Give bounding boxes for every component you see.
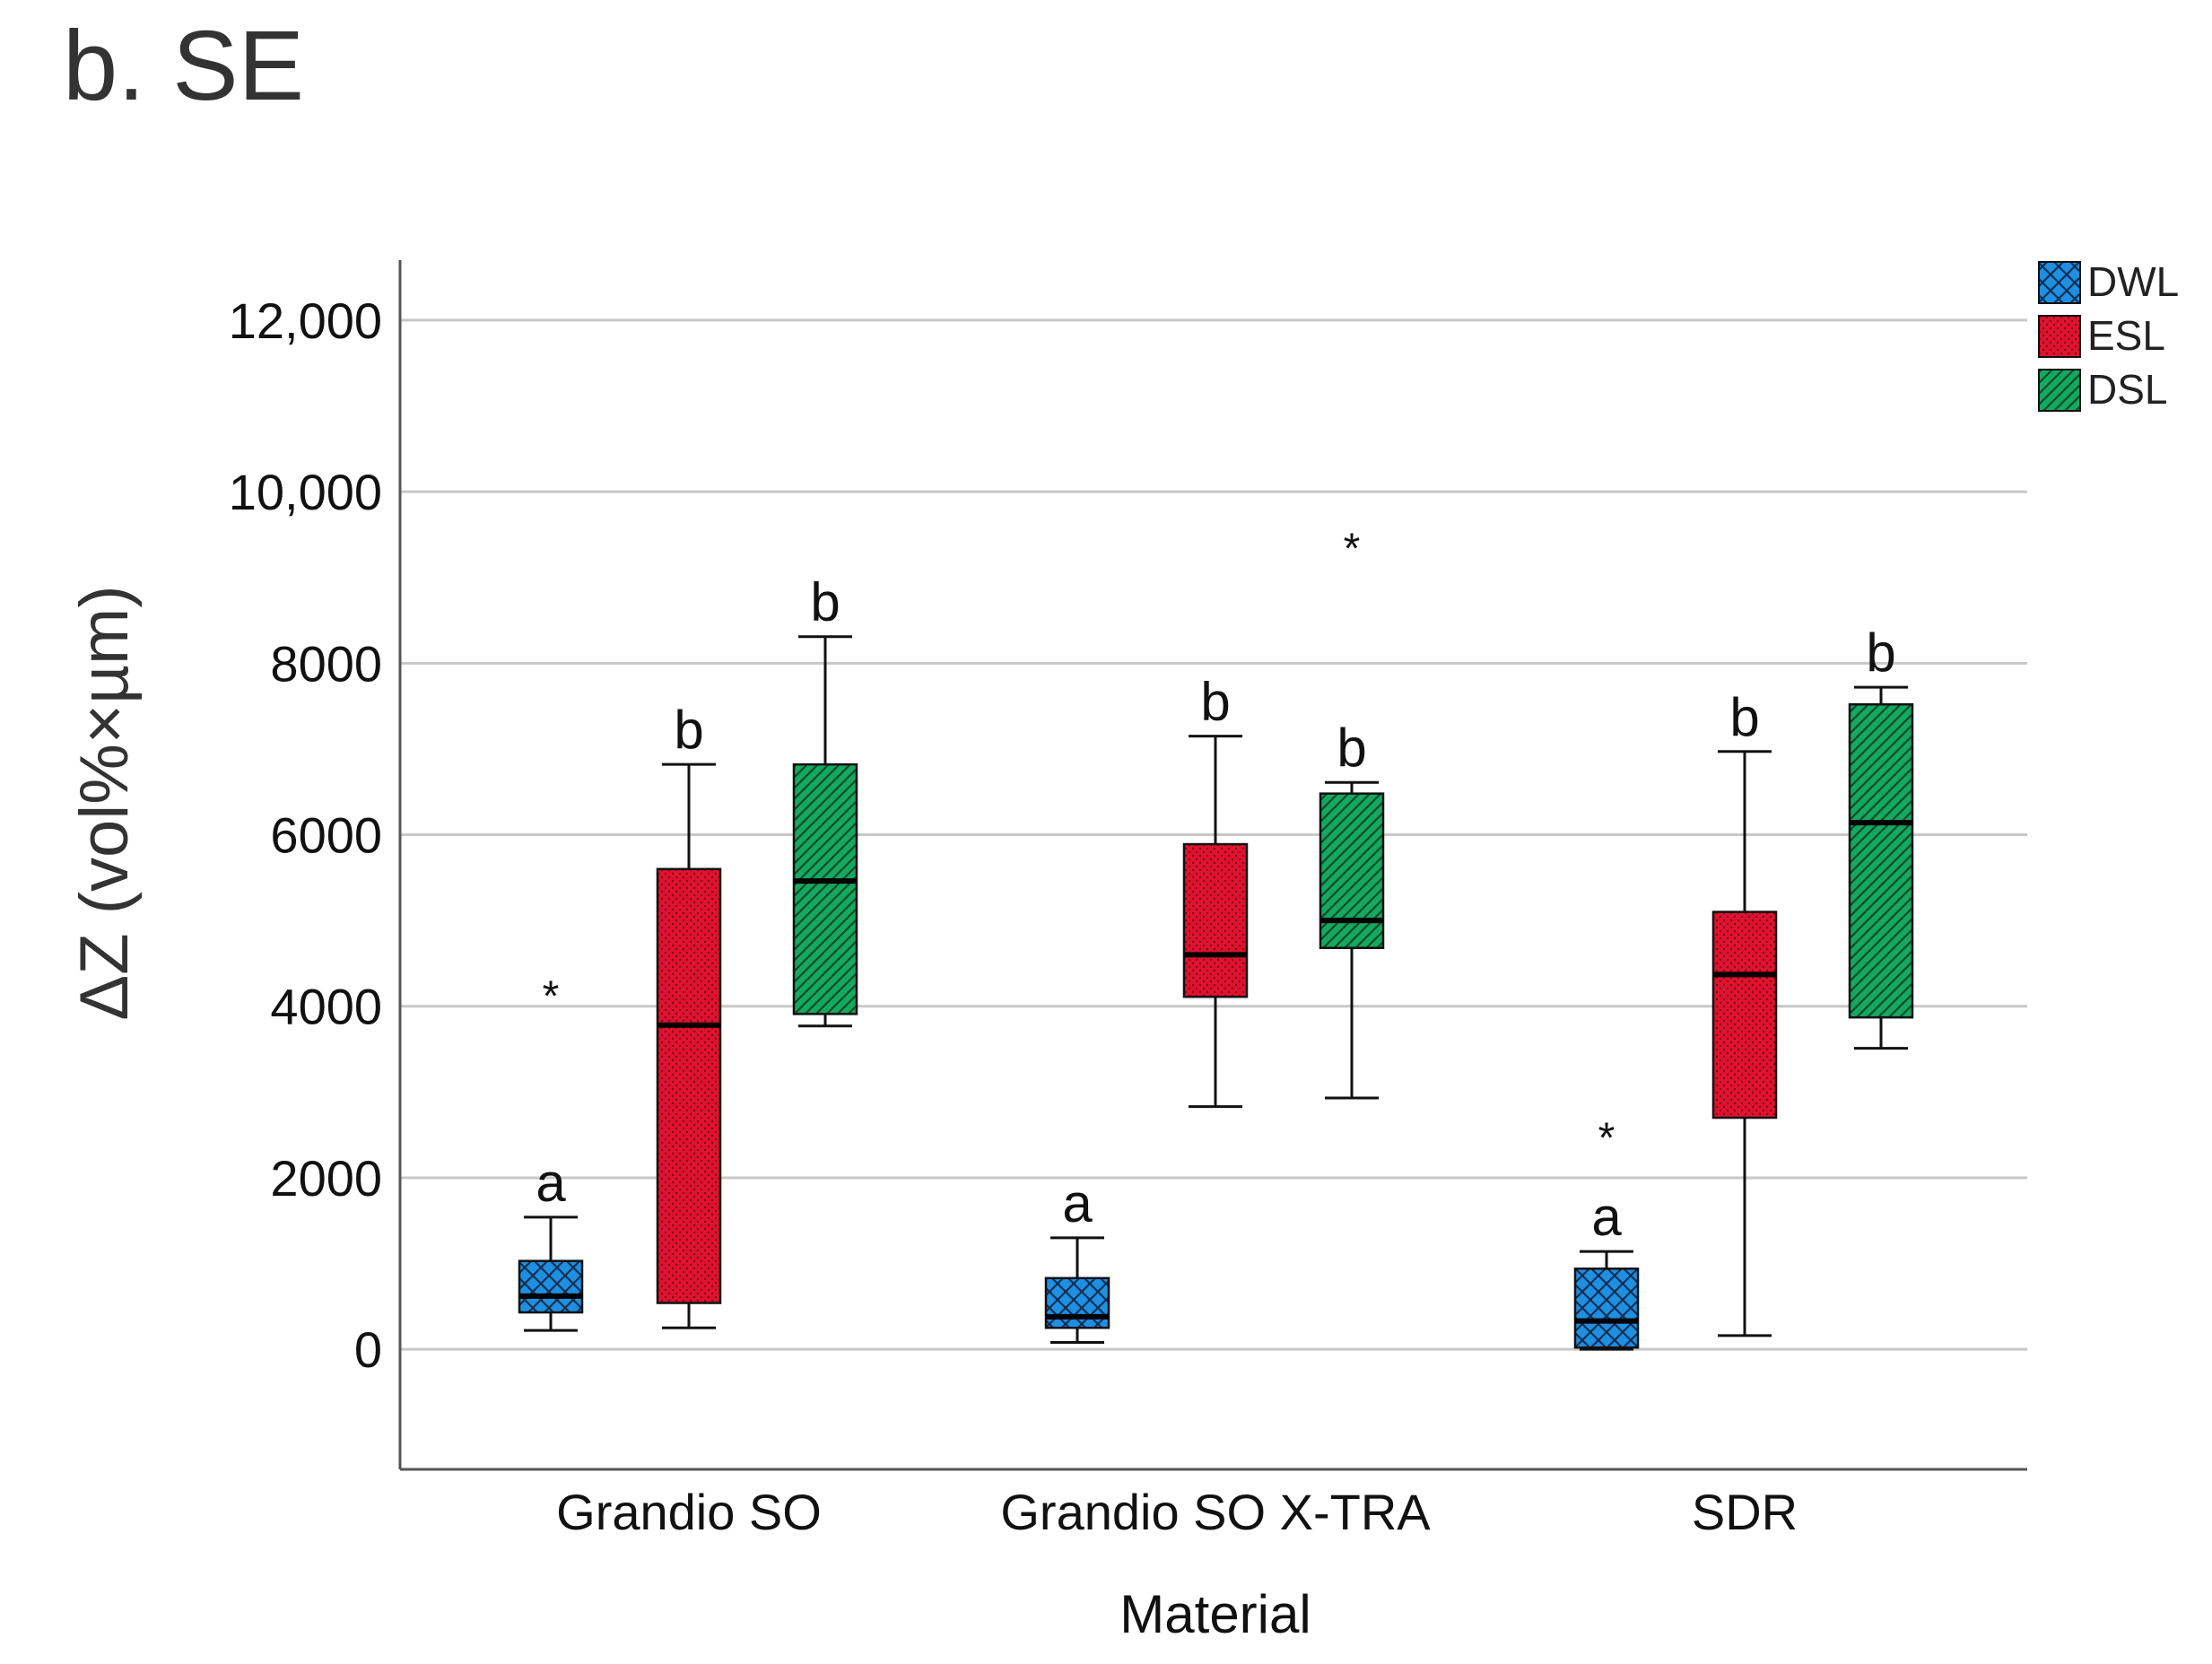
legend-label-esl: ESL	[2087, 312, 2165, 359]
significance-letter-dsl-2: b	[1866, 623, 1895, 683]
box-dsl-2	[1848, 702, 1914, 1019]
box-dsl-0	[792, 762, 858, 1015]
outlier-marker-dwl-0-0: *	[543, 973, 560, 1021]
box-dsl-1	[1319, 792, 1385, 949]
y-tick-label-6000: 6000	[270, 807, 382, 864]
y-tick-label-0: 0	[354, 1321, 382, 1378]
y-tick-label-12000: 12,000	[229, 292, 382, 349]
panel-title: b. SE	[63, 11, 305, 121]
y-tick-label-2000: 2000	[270, 1150, 382, 1207]
significance-letter-dwl-2: a	[1591, 1187, 1622, 1247]
significance-letter-dsl-1: b	[1337, 718, 1366, 778]
significance-letter-dsl-0: b	[810, 572, 840, 632]
x-axis-title: Material	[1119, 1584, 1311, 1644]
y-tick-label-8000: 8000	[270, 635, 382, 692]
outlier-marker-dwl-2-0: *	[1598, 1114, 1615, 1162]
x-category-label-1: Grandio SO X-TRA	[1000, 1484, 1431, 1540]
legend-label-dsl: DSL	[2087, 366, 2167, 413]
x-category-label-2: SDR	[1692, 1484, 1798, 1540]
significance-letter-esl-2: b	[1729, 687, 1759, 747]
y-axis-title: ΔZ (vol%×µm)	[66, 585, 143, 1020]
significance-letter-esl-1: b	[1200, 672, 1230, 732]
box-esl-2	[1711, 910, 1778, 1119]
y-tick-label-10000: 10,000	[229, 464, 382, 520]
box-dwl-1	[1044, 1276, 1110, 1329]
legend-swatch-dsl	[2038, 369, 2081, 412]
box-esl-0	[656, 867, 722, 1304]
legend-label-dwl: DWL	[2087, 258, 2179, 305]
significance-letter-esl-0: b	[674, 700, 703, 760]
box-esl-1	[1182, 842, 1249, 998]
outlier-marker-dsl-1-0: *	[1344, 526, 1361, 573]
legend-swatch-esl	[2038, 315, 2081, 358]
y-tick-label-4000: 4000	[270, 979, 382, 1035]
significance-letter-dwl-1: a	[1062, 1173, 1093, 1233]
box-dwl-2	[1573, 1268, 1640, 1349]
x-category-label-0: Grandio SO	[556, 1484, 822, 1540]
significance-letter-dwl-0: a	[536, 1153, 566, 1213]
legend-swatch-dwl	[2038, 261, 2081, 304]
box-dwl-0	[518, 1259, 584, 1314]
